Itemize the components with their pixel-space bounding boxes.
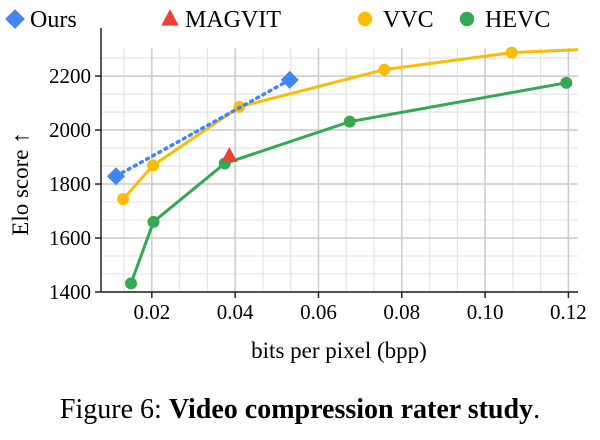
legend: Ours MAGVIT VVC HEVC bbox=[5, 7, 550, 33]
x-tick-label: 0.12 bbox=[550, 300, 587, 324]
data-point-vvc bbox=[147, 159, 160, 172]
x-tick-label: 0.06 bbox=[300, 300, 337, 324]
x-tick-label: 0.04 bbox=[217, 300, 254, 324]
x-axis-label: bits per pixel (bpp) bbox=[251, 338, 427, 363]
legend-marker-ours bbox=[5, 9, 25, 29]
caption-suffix: . bbox=[533, 394, 540, 425]
data-point-vvc bbox=[117, 193, 130, 206]
data-point-vvc bbox=[505, 46, 518, 59]
series-line-ours bbox=[114, 78, 292, 178]
legend-marker-hevc bbox=[459, 11, 475, 27]
x-tick-label: 0.10 bbox=[467, 300, 504, 324]
series-vvc bbox=[117, 46, 578, 206]
legend-item-vvc: VVC bbox=[357, 7, 434, 33]
legend-label-magvit: MAGVIT bbox=[185, 7, 281, 33]
data-point-magvit bbox=[221, 146, 238, 162]
data-point-vvc bbox=[378, 63, 391, 76]
y-tick-label: 2000 bbox=[49, 118, 91, 142]
series bbox=[106, 46, 578, 290]
data-point-hevc bbox=[343, 115, 356, 128]
grid bbox=[101, 48, 578, 293]
data-point-ours bbox=[106, 167, 125, 186]
data-point-hevc bbox=[124, 277, 137, 290]
caption-title: Video compression rater study bbox=[169, 394, 533, 425]
series-ours bbox=[106, 70, 299, 186]
series-hevc bbox=[124, 76, 573, 290]
legend-marker-magvit bbox=[161, 9, 179, 26]
legend-item-magvit: MAGVIT bbox=[161, 7, 281, 33]
y-tick-label: 1600 bbox=[49, 226, 91, 250]
legend-label-ours: Ours bbox=[30, 7, 77, 33]
data-point-hevc bbox=[147, 215, 160, 228]
legend-label-vvc: VVC bbox=[383, 7, 434, 33]
y-tick-label: 2200 bbox=[49, 64, 91, 88]
y-tick-label: 1400 bbox=[49, 280, 91, 304]
data-point-ours bbox=[280, 70, 299, 89]
legend-item-ours: Ours bbox=[5, 7, 77, 33]
y-axis-label: Elo score ↑ bbox=[8, 132, 33, 235]
axes: 0.02 0.04 0.06 0.08 0.10 0.12 1400 1600 1800 2000… bbox=[49, 28, 587, 324]
x-tick-label: 0.08 bbox=[383, 300, 420, 324]
series-line-vvc bbox=[121, 48, 578, 201]
series-line-hevc bbox=[129, 81, 567, 284]
legend-marker-vvc bbox=[357, 11, 373, 27]
legend-label-hevc: HEVC bbox=[485, 7, 550, 33]
figure-caption: Figure 6: Video compression rater study. bbox=[60, 394, 540, 425]
x-tick-label: 0.02 bbox=[133, 300, 170, 324]
data-point-hevc bbox=[560, 76, 573, 89]
series-magvit bbox=[221, 146, 238, 162]
y-tick-label: 1800 bbox=[49, 172, 91, 196]
caption-prefix: Figure 6: bbox=[60, 394, 169, 425]
legend-item-hevc: HEVC bbox=[459, 7, 550, 33]
